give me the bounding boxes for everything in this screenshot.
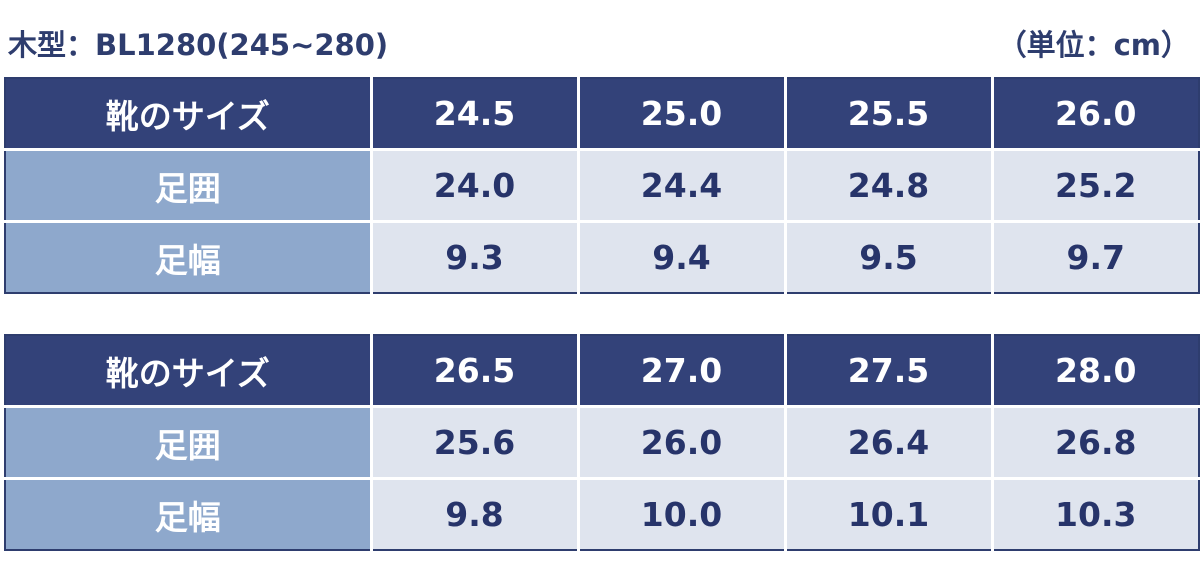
foot-width-row: 足幅 9.8 10.0 10.1 10.3 bbox=[5, 477, 1199, 550]
foot-width-cell: 10.0 bbox=[576, 477, 785, 550]
shoe-size-cell: 26.0 bbox=[990, 78, 1199, 150]
foot-width-cell: 10.3 bbox=[990, 477, 1199, 550]
shoe-size-cell: 27.0 bbox=[576, 335, 785, 407]
foot-girth-row: 足囲 25.6 26.0 26.4 26.8 bbox=[5, 405, 1199, 479]
shoe-size-cell: 25.5 bbox=[783, 78, 992, 150]
shoe-size-cell: 24.5 bbox=[369, 78, 578, 150]
foot-width-cell: 9.4 bbox=[576, 220, 785, 293]
foot-width-cell: 9.7 bbox=[990, 220, 1199, 293]
foot-girth-cell: 25.2 bbox=[990, 148, 1199, 222]
size-table-1: 靴のサイズ 24.5 25.0 25.5 26.0 足囲 24.0 24.4 2… bbox=[4, 77, 1200, 294]
foot-girth-cell: 26.0 bbox=[576, 405, 785, 479]
foot-girth-cell: 24.4 bbox=[576, 148, 785, 222]
foot-width-row: 足幅 9.3 9.4 9.5 9.7 bbox=[5, 220, 1199, 293]
foot-width-cell: 9.5 bbox=[783, 220, 992, 293]
foot-girth-cell: 24.0 bbox=[369, 148, 578, 222]
foot-girth-cell: 24.8 bbox=[783, 148, 992, 222]
shoe-size-row: 靴のサイズ 26.5 27.0 27.5 28.0 bbox=[5, 335, 1199, 407]
foot-girth-cell: 25.6 bbox=[369, 405, 578, 479]
foot-girth-label: 足囲 bbox=[5, 148, 371, 222]
foot-width-label: 足幅 bbox=[5, 220, 371, 293]
last-model-title: 木型：BL1280(245~280) bbox=[8, 28, 389, 62]
unit-label: （単位：cm） bbox=[997, 28, 1190, 62]
foot-width-cell: 9.3 bbox=[369, 220, 578, 293]
shoe-size-cell: 26.5 bbox=[369, 335, 578, 407]
foot-width-label: 足幅 bbox=[5, 477, 371, 550]
shoe-size-cell: 28.0 bbox=[990, 335, 1199, 407]
shoe-size-cell: 27.5 bbox=[783, 335, 992, 407]
foot-girth-label: 足囲 bbox=[5, 405, 371, 479]
shoe-size-row: 靴のサイズ 24.5 25.0 25.5 26.0 bbox=[5, 78, 1199, 150]
foot-width-cell: 10.1 bbox=[783, 477, 992, 550]
foot-girth-cell: 26.4 bbox=[783, 405, 992, 479]
shoe-size-header: 靴のサイズ bbox=[5, 335, 371, 407]
shoe-size-cell: 25.0 bbox=[576, 78, 785, 150]
foot-girth-cell: 26.8 bbox=[990, 405, 1199, 479]
foot-girth-row: 足囲 24.0 24.4 24.8 25.2 bbox=[5, 148, 1199, 222]
size-table-2: 靴のサイズ 26.5 27.0 27.5 28.0 足囲 25.6 26.0 2… bbox=[4, 334, 1200, 551]
foot-width-cell: 9.8 bbox=[369, 477, 578, 550]
shoe-size-header: 靴のサイズ bbox=[5, 78, 371, 150]
